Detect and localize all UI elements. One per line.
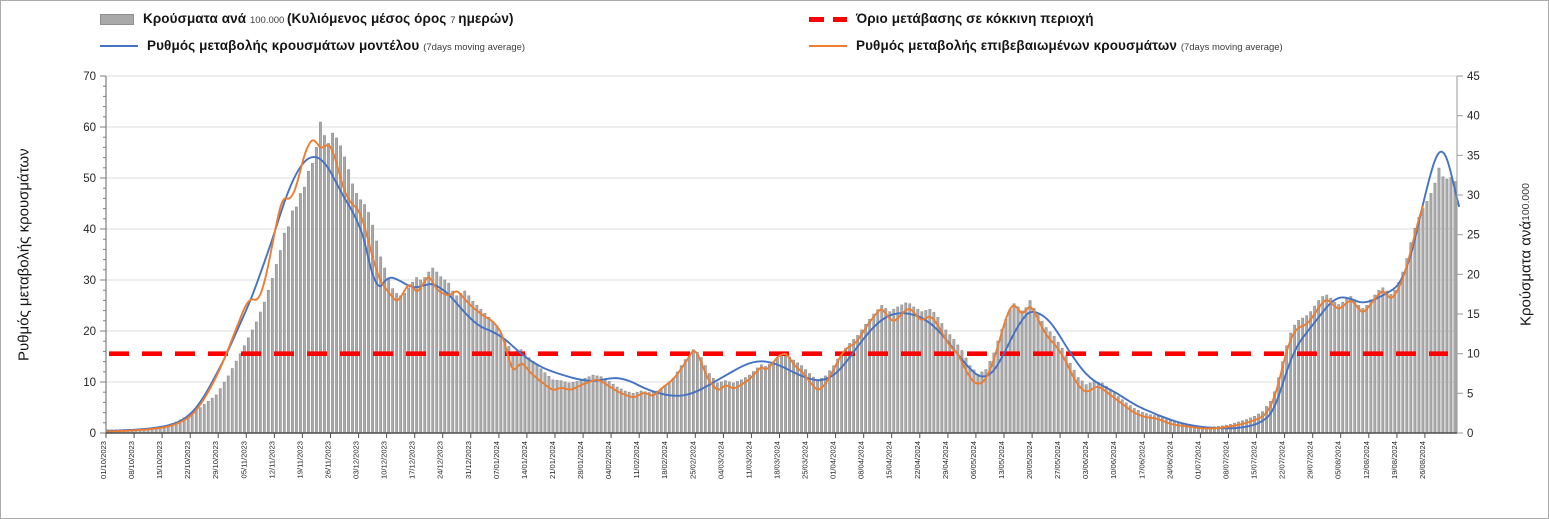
x-tick-label: 08/04/2024 <box>857 441 866 479</box>
x-tick-label: 18/03/2024 <box>773 441 782 479</box>
x-axis-ticks: 01/10/2023 08/10/2023 15/10/2023 22/10/2023… <box>99 433 1427 479</box>
x-tick-label: 26/08/2024 <box>1418 441 1427 479</box>
x-tick-label: 24/12/2023 <box>436 441 445 479</box>
x-tick-label: 22/07/2024 <box>1278 441 1287 479</box>
x-tick-label: 18/02/2024 <box>660 441 669 479</box>
x-tick-label: 01/07/2024 <box>1193 441 1202 479</box>
x-tick-label: 29/10/2023 <box>211 441 220 479</box>
x-tick-label: 25/02/2024 <box>688 441 697 479</box>
x-tick-label: 04/03/2024 <box>716 441 725 479</box>
left-axis-ticks: 0 10 20 30 40 50 60 70 <box>83 71 106 440</box>
svg-text:40: 40 <box>1467 111 1480 123</box>
x-tick-label: 29/07/2024 <box>1306 441 1315 479</box>
x-tick-label: 10/06/2024 <box>1109 441 1118 479</box>
x-tick-label: 14/01/2024 <box>520 441 529 479</box>
legend-label: Ρυθμός μεταβολής κρουσμάτων μοντέλου (7d… <box>147 38 526 53</box>
right-axis-ticks: 0 5 10 15 20 25 30 35 40 45 <box>1457 71 1480 440</box>
svg-text:5: 5 <box>1467 388 1473 400</box>
legend-model-rate: Ρυθμός μεταβολής κρουσμάτων μοντέλου (7d… <box>100 36 525 56</box>
x-tick-label: 22/04/2024 <box>913 441 922 479</box>
x-tick-label: 03/06/2024 <box>1081 441 1090 479</box>
svg-text:0: 0 <box>1467 428 1473 440</box>
x-tick-label: 15/04/2024 <box>885 441 894 479</box>
bars-series <box>106 121 1457 434</box>
x-tick-label: 31/12/2023 <box>464 441 473 479</box>
x-tick-label: 11/03/2024 <box>744 441 753 478</box>
svg-text:10: 10 <box>83 377 96 389</box>
legend-label: Ρυθμός μεταβολής επιβεβαιωμένων κρουσμάτ… <box>856 38 1283 53</box>
legend-label: Κρούσματα ανά 100.000 (Κυλιόμενος μέσος … <box>143 11 514 26</box>
svg-text:50: 50 <box>83 173 96 185</box>
dashed-line-swatch-icon <box>809 16 847 22</box>
legend-confirmed-rate: Ρυθμός μεταβολής επιβεβαιωμένων κρουσμάτ… <box>809 36 1283 56</box>
x-tick-label: 17/06/2024 <box>1137 441 1146 479</box>
svg-text:25: 25 <box>1467 230 1480 242</box>
x-tick-label: 07/01/2024 <box>492 441 501 479</box>
svg-text:20: 20 <box>1467 269 1480 281</box>
axes <box>105 76 1458 434</box>
x-tick-label: 06/05/2024 <box>969 441 978 479</box>
svg-text:60: 60 <box>83 122 96 134</box>
x-tick-label: 22/10/2023 <box>183 441 192 479</box>
x-tick-label: 26/11/2023 <box>324 441 333 478</box>
x-tick-label: 15/07/2024 <box>1250 441 1259 479</box>
x-tick-label: 19/11/2023 <box>295 441 304 478</box>
svg-text:45: 45 <box>1467 71 1480 83</box>
line-swatch-icon <box>100 45 138 47</box>
x-tick-label: 05/08/2024 <box>1334 441 1343 479</box>
x-tick-label: 12/08/2024 <box>1362 441 1371 479</box>
confirmed-rate-line <box>107 139 1424 433</box>
x-tick-label: 03/12/2023 <box>352 441 361 479</box>
model-rate-line <box>107 150 1460 432</box>
x-tick-label: 28/01/2024 <box>576 441 585 479</box>
x-tick-label: 21/01/2024 <box>548 441 557 479</box>
x-tick-label: 04/02/2024 <box>604 441 613 479</box>
svg-text:20: 20 <box>83 326 96 338</box>
x-tick-label: 12/11/2023 <box>267 441 276 478</box>
x-tick-label: 15/10/2023 <box>155 441 164 479</box>
svg-text:35: 35 <box>1467 150 1480 162</box>
line-swatch-icon <box>809 45 847 47</box>
x-tick-label: 11/02/2024 <box>632 441 641 478</box>
svg-text:0: 0 <box>90 428 96 440</box>
x-tick-label: 24/06/2024 <box>1165 441 1174 479</box>
x-tick-label: 05/11/2023 <box>239 441 248 478</box>
x-tick-label: 08/10/2023 <box>127 441 136 479</box>
x-tick-label: 25/03/2024 <box>801 441 810 479</box>
x-tick-label: 01/10/2023 <box>99 441 108 479</box>
svg-text:70: 70 <box>83 71 96 83</box>
legend-red-zone-threshold: Όριο μετάβασης σε κόκκινη περιοχή <box>809 9 1094 29</box>
bar-swatch-icon <box>100 13 134 25</box>
legend-cases-per-100k: Κρούσματα ανά 100.000 (Κυλιόμενος μέσος … <box>100 9 514 29</box>
svg-text:40: 40 <box>83 224 96 236</box>
legend-label: Όριο μετάβασης σε κόκκινη περιοχή <box>856 11 1094 26</box>
x-tick-label: 13/05/2024 <box>997 441 1006 479</box>
x-tick-label: 10/12/2023 <box>380 441 389 479</box>
svg-text:10: 10 <box>1467 349 1480 361</box>
x-tick-label: 20/05/2024 <box>1025 441 1034 479</box>
svg-text:30: 30 <box>1467 190 1480 202</box>
svg-text:30: 30 <box>83 275 96 287</box>
x-tick-label: 17/12/2023 <box>408 441 417 479</box>
x-tick-label: 27/05/2024 <box>1053 441 1062 479</box>
x-tick-label: 19/08/2024 <box>1390 441 1399 479</box>
x-tick-label: 08/07/2024 <box>1222 441 1231 479</box>
svg-text:15: 15 <box>1467 309 1480 321</box>
x-tick-label: 01/04/2024 <box>829 441 838 479</box>
x-tick-label: 29/04/2024 <box>941 441 950 479</box>
